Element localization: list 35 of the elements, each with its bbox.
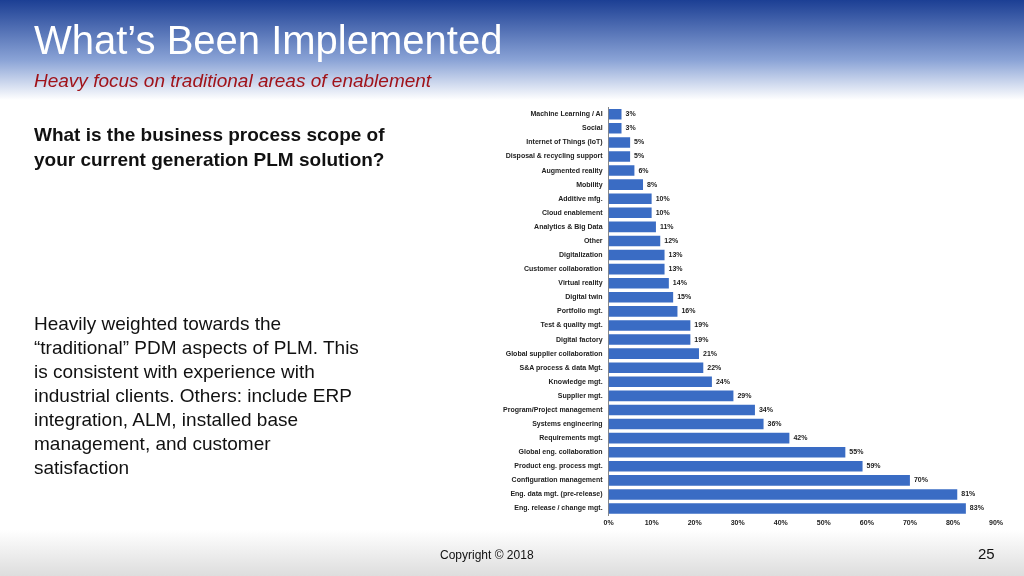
bar	[608, 489, 958, 500]
text: Heavy focus on traditional areas of enablement	[34, 70, 432, 92]
text: What is the business process scope of your current generation PLM solution?	[34, 123, 386, 172]
bar	[608, 137, 631, 148]
text: 25	[978, 545, 995, 562]
bar	[608, 292, 674, 303]
bar	[608, 418, 764, 430]
bar	[608, 432, 790, 444]
bar	[608, 348, 699, 359]
bar	[608, 151, 631, 162]
bar	[608, 404, 755, 416]
bar	[608, 108, 622, 120]
bar	[608, 390, 734, 402]
bar	[608, 475, 910, 486]
bar	[608, 123, 622, 134]
bar	[608, 320, 691, 331]
text: Copyright © 2018	[440, 548, 534, 562]
bar	[608, 376, 712, 388]
bar	[608, 362, 704, 374]
bar	[608, 306, 678, 317]
bar	[608, 503, 966, 514]
bar	[608, 179, 644, 190]
bar	[608, 446, 846, 458]
bar	[608, 277, 669, 289]
text: What’s Been Implemented	[34, 18, 503, 63]
bar	[608, 207, 652, 219]
bar	[608, 461, 863, 472]
bar	[608, 221, 656, 233]
bar	[608, 263, 665, 275]
bar	[608, 334, 691, 345]
bar	[608, 235, 661, 247]
bar	[608, 249, 665, 261]
text: Heavily weighted towards the “traditional” PDM aspects of PLM. This is consistent with experience with industrial clients. Others: include ERP integration, ALM, installed base management, and customer satisfaction	[34, 312, 360, 480]
bar	[608, 193, 652, 205]
bar	[608, 165, 635, 176]
